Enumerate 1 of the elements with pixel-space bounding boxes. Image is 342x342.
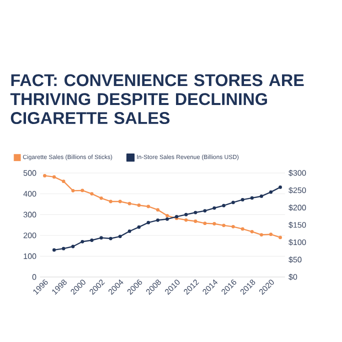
chart-title: FACT: CONVENIENCE STORES ARE THRIVING DESPITE DECLINING CIGARETTE SALES <box>10 74 304 124</box>
